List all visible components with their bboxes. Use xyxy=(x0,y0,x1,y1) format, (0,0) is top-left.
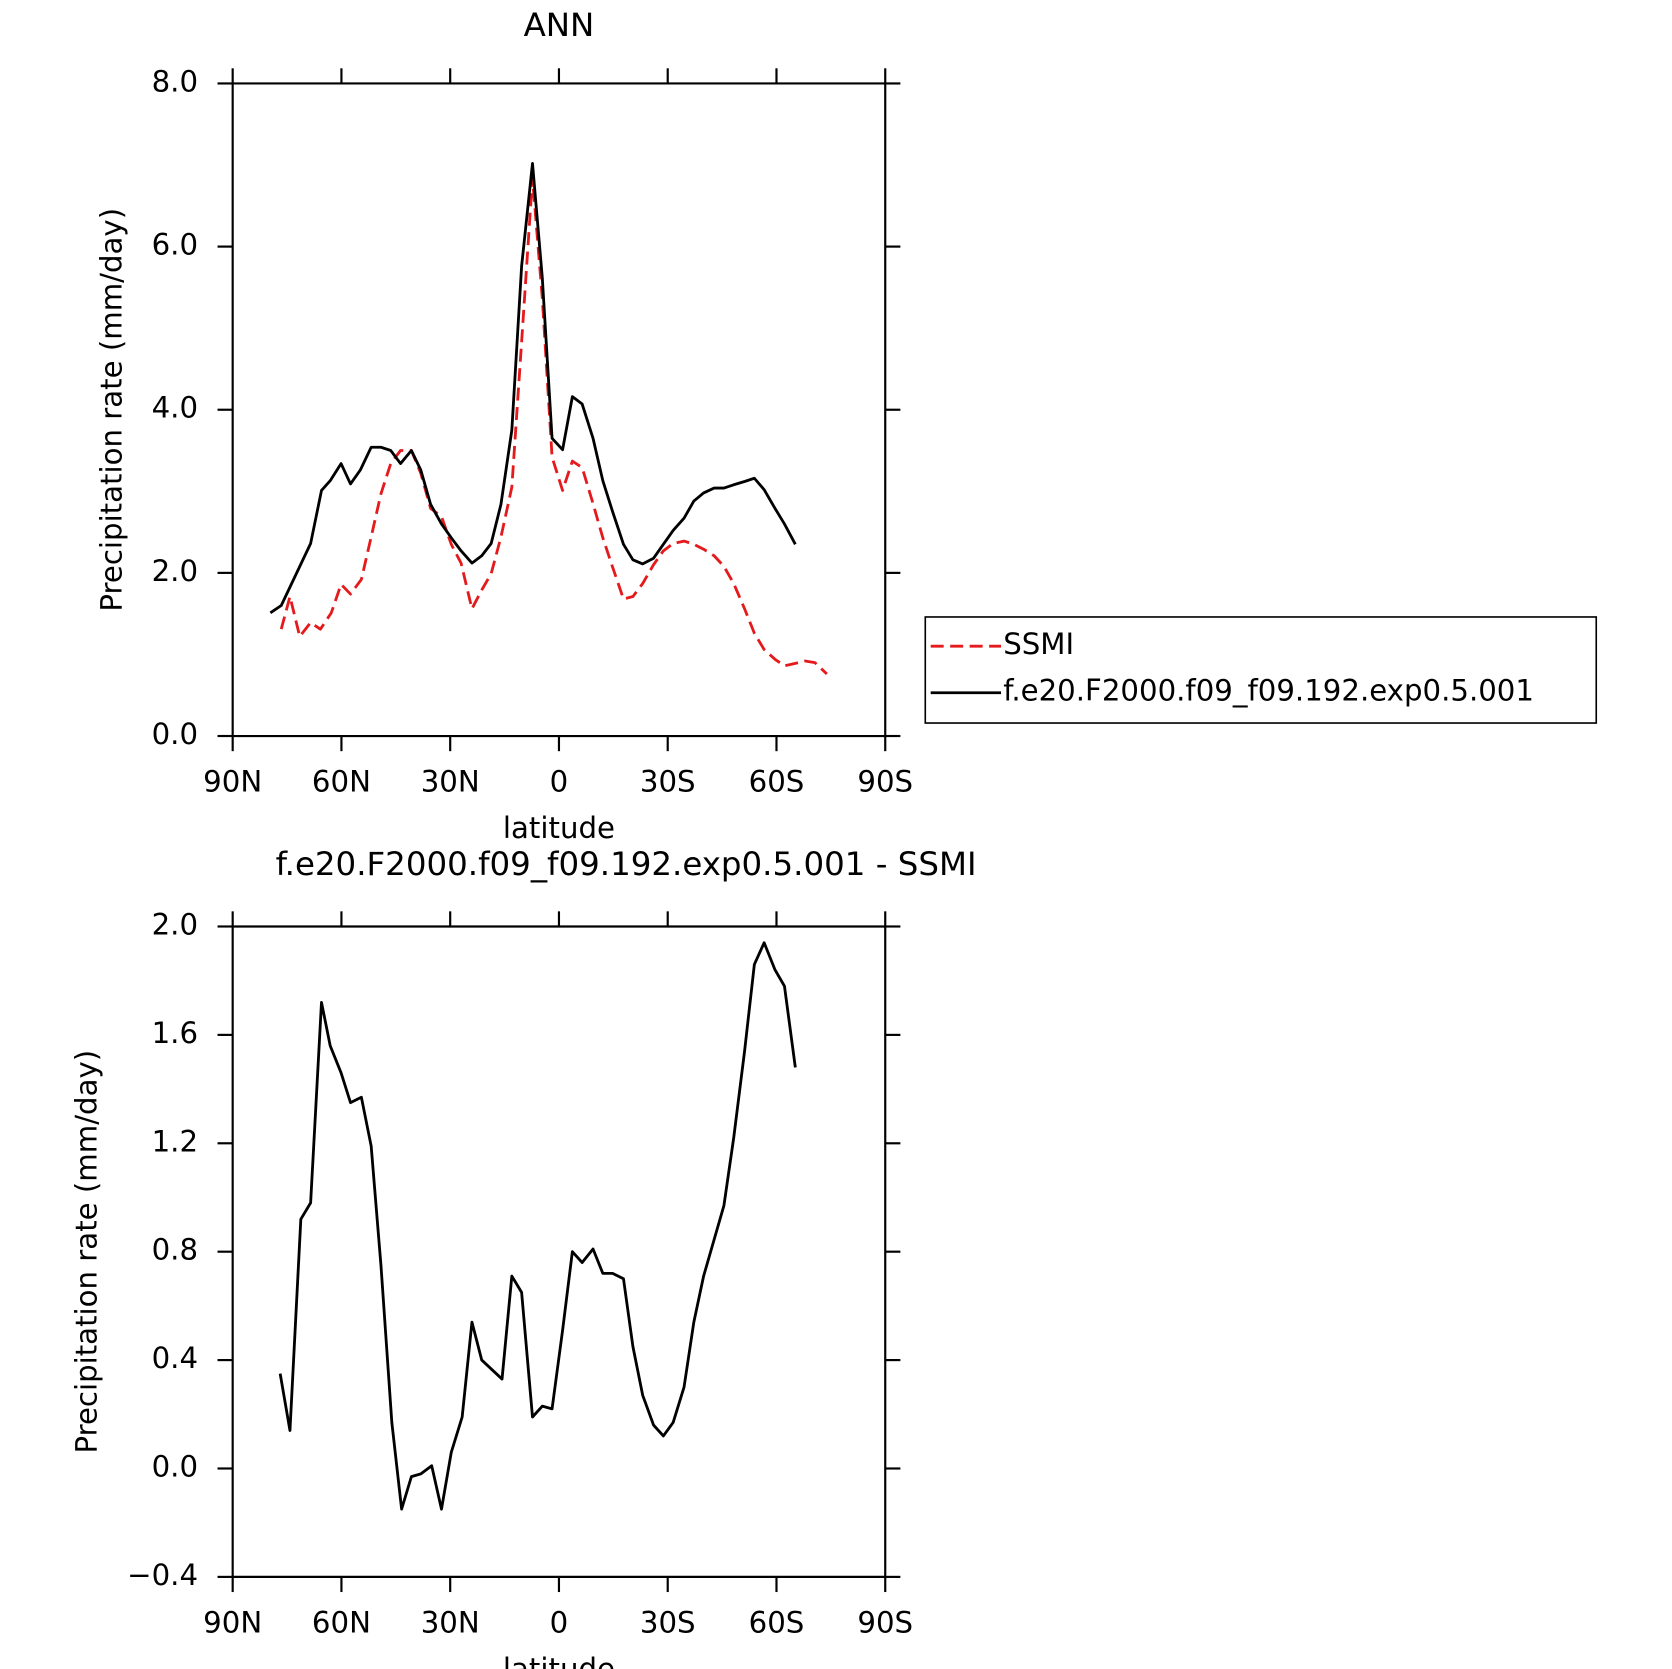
x-axis-label: latitude xyxy=(503,811,615,845)
series-line xyxy=(269,161,797,615)
y-tick-label: 0.0 xyxy=(152,1449,198,1483)
y-tick-label: 1.6 xyxy=(152,1016,198,1050)
x-tick-label: 60S xyxy=(749,1606,805,1640)
y-tick-label: 6.0 xyxy=(152,228,198,262)
y-tick-label: 8.0 xyxy=(152,64,198,98)
x-tick-label: 60N xyxy=(312,1606,371,1640)
y-tick-label: 0.8 xyxy=(152,1233,198,1267)
x-tick-label: 90N xyxy=(203,765,262,799)
x-tick-label: 30N xyxy=(421,1606,480,1640)
x-tick-label: 0 xyxy=(550,1606,569,1640)
y-tick-label: −0.4 xyxy=(127,1558,198,1592)
x-tick-label: 60N xyxy=(312,765,371,799)
chart-title: f.e20.F2000.f09_f09.192.exp0.5.001 - SSM… xyxy=(276,845,977,883)
axes-frame xyxy=(231,925,887,1578)
chart-title: ANN xyxy=(524,6,595,44)
y-axis-label: Precipitation rate (mm/day) xyxy=(70,1050,104,1454)
x-tick-label: 30S xyxy=(640,1606,696,1640)
y-tick-label: 0.0 xyxy=(152,717,198,751)
y-axis-label: Precipitation rate (mm/day) xyxy=(95,208,129,612)
x-tick-label: 90S xyxy=(857,765,913,799)
axes-frame xyxy=(231,82,887,738)
y-tick-label: 2.0 xyxy=(152,907,198,941)
x-tick-label: 30N xyxy=(421,765,480,799)
x-tick-label: 90N xyxy=(203,1606,262,1640)
series-line xyxy=(278,941,797,1511)
x-tick-label: 30S xyxy=(640,765,696,799)
legend-label: f.e20.F2000.f09_f09.192.exp0.5.001 xyxy=(1003,674,1534,708)
x-tick-label: 60S xyxy=(749,765,805,799)
series-line xyxy=(279,176,828,676)
y-tick-label: 1.2 xyxy=(152,1124,198,1158)
y-tick-label: 4.0 xyxy=(152,391,198,425)
legend-box xyxy=(924,616,1598,724)
x-tick-label: 0 xyxy=(550,765,569,799)
x-tick-label: 90S xyxy=(857,1606,913,1640)
x-axis-label: latitude xyxy=(503,1652,615,1669)
y-tick-label: 0.4 xyxy=(152,1341,198,1375)
legend-label: SSMI xyxy=(1003,627,1074,661)
y-tick-label: 2.0 xyxy=(152,554,198,588)
